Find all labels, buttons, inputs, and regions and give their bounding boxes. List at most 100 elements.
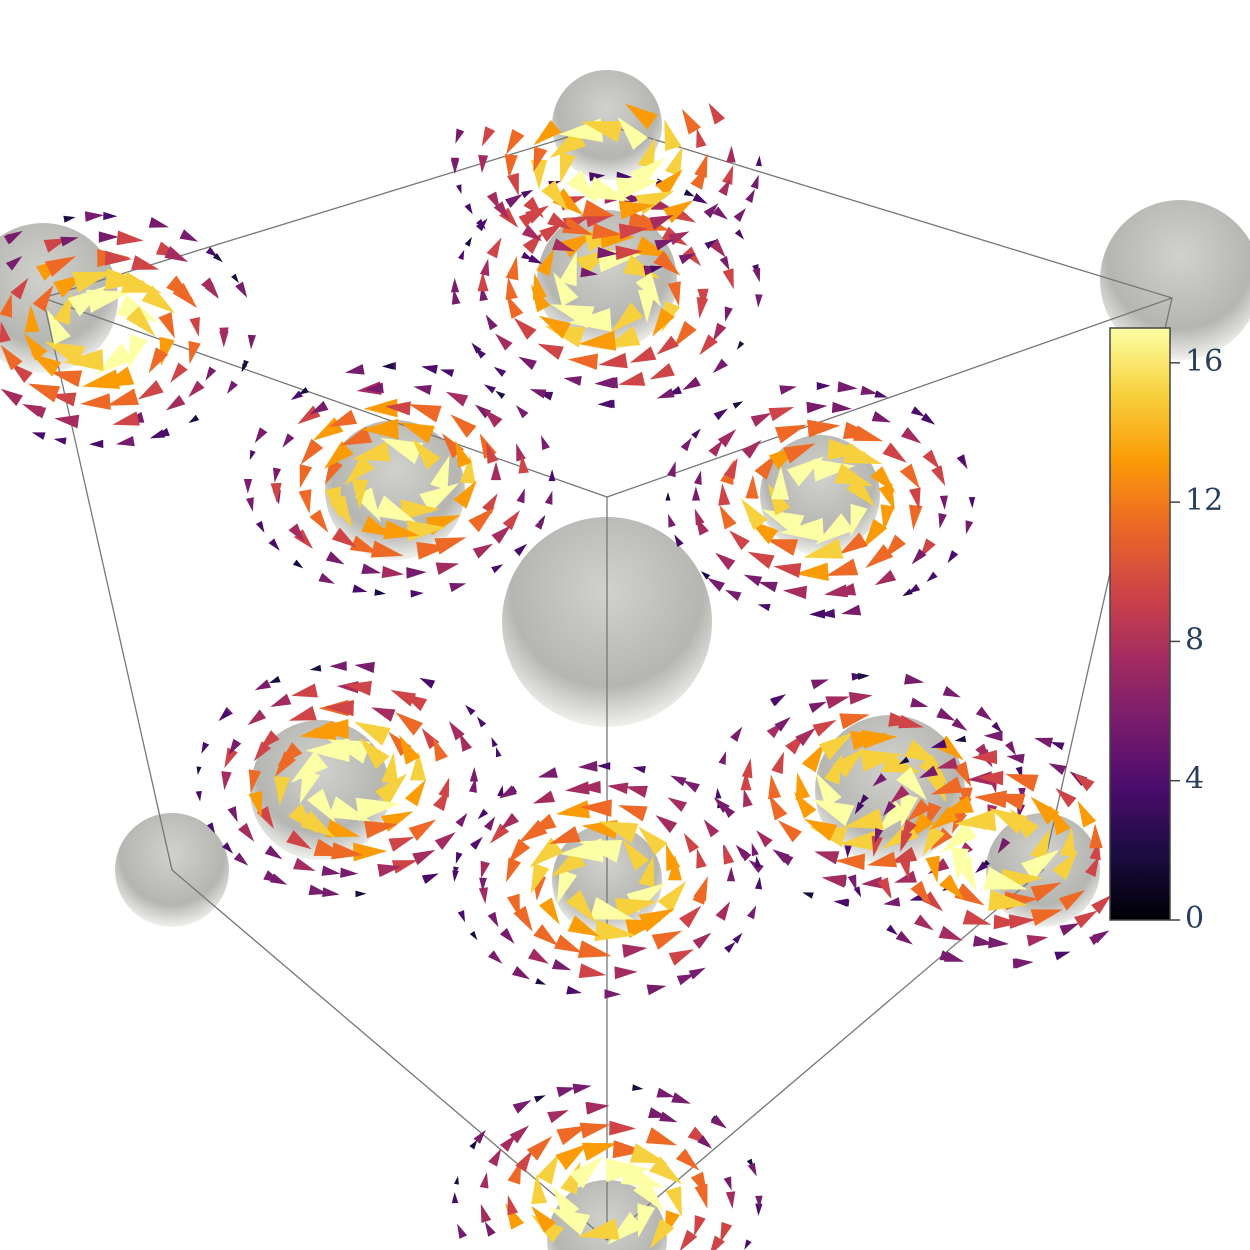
cone xyxy=(939,874,965,901)
cone xyxy=(455,440,472,468)
cone xyxy=(399,734,421,765)
cone xyxy=(212,253,223,263)
cone xyxy=(783,443,816,464)
cone xyxy=(939,495,948,510)
cone xyxy=(465,704,476,716)
cone xyxy=(803,538,844,559)
cone xyxy=(907,583,921,594)
cone xyxy=(694,1215,706,1237)
cone xyxy=(674,534,684,548)
cone xyxy=(625,785,648,798)
cone xyxy=(859,794,869,806)
cone xyxy=(507,838,531,865)
cone xyxy=(243,478,253,494)
cone xyxy=(495,390,506,400)
cone xyxy=(539,222,564,242)
cone xyxy=(618,371,646,386)
cone xyxy=(771,751,784,775)
cone xyxy=(483,816,496,831)
cone xyxy=(419,678,434,688)
cone xyxy=(534,516,546,530)
cone xyxy=(246,497,254,512)
cone xyxy=(1054,951,1071,961)
cone xyxy=(248,769,262,793)
cone xyxy=(453,1176,459,1185)
cone xyxy=(925,855,940,883)
cone xyxy=(395,712,424,736)
cone xyxy=(533,146,548,173)
cone xyxy=(694,508,705,526)
cone xyxy=(434,537,467,555)
cone xyxy=(898,714,924,729)
cone xyxy=(452,870,459,882)
cone xyxy=(313,838,347,857)
cone xyxy=(44,256,76,277)
cone xyxy=(293,857,316,871)
cone xyxy=(691,428,701,439)
cone xyxy=(547,212,572,230)
cone xyxy=(718,178,731,196)
cone xyxy=(518,454,529,474)
cone xyxy=(837,381,858,393)
cone xyxy=(480,860,491,879)
cone xyxy=(779,385,797,395)
cone xyxy=(352,584,368,593)
cone xyxy=(889,785,910,804)
cone xyxy=(743,574,763,587)
cone xyxy=(324,699,354,717)
cone xyxy=(137,380,164,400)
cone xyxy=(853,886,862,898)
cone xyxy=(450,159,460,175)
cone xyxy=(381,752,399,784)
cone xyxy=(410,589,424,598)
cone xyxy=(459,732,472,752)
cone xyxy=(419,483,460,513)
cone xyxy=(579,799,612,817)
cone xyxy=(355,890,367,898)
cone xyxy=(547,1109,569,1124)
cone xyxy=(700,571,711,580)
cone xyxy=(736,340,745,350)
cone xyxy=(515,405,529,419)
cone xyxy=(165,394,186,411)
cone xyxy=(625,919,662,938)
cone xyxy=(477,271,489,292)
cone xyxy=(457,910,466,923)
cone xyxy=(807,419,841,438)
cone xyxy=(555,1143,589,1171)
cone xyxy=(612,1140,647,1159)
cone xyxy=(486,442,499,464)
cone xyxy=(920,412,936,425)
cone xyxy=(460,454,476,484)
cone xyxy=(551,1186,580,1220)
cone xyxy=(488,1148,502,1167)
cone xyxy=(98,231,119,243)
cone xyxy=(247,709,267,726)
cone xyxy=(610,302,644,333)
cone xyxy=(863,518,888,549)
cone xyxy=(632,765,646,774)
cone xyxy=(188,340,201,365)
cone xyxy=(814,851,840,865)
cone xyxy=(629,346,657,363)
cone xyxy=(657,880,687,913)
cone xyxy=(112,411,140,426)
cone xyxy=(195,790,202,802)
cone xyxy=(758,581,778,593)
cone xyxy=(831,401,852,414)
cone xyxy=(529,388,547,399)
cone xyxy=(699,334,718,356)
cone xyxy=(768,794,788,821)
cone xyxy=(598,821,639,844)
cone xyxy=(300,438,324,465)
cone xyxy=(131,255,160,270)
cone xyxy=(594,919,636,942)
cone xyxy=(1073,772,1095,792)
cone xyxy=(638,826,668,856)
cone xyxy=(674,320,697,348)
cone xyxy=(439,369,455,378)
cone xyxy=(927,771,947,803)
cone xyxy=(49,370,83,388)
cone xyxy=(649,362,675,380)
cone xyxy=(931,465,946,486)
